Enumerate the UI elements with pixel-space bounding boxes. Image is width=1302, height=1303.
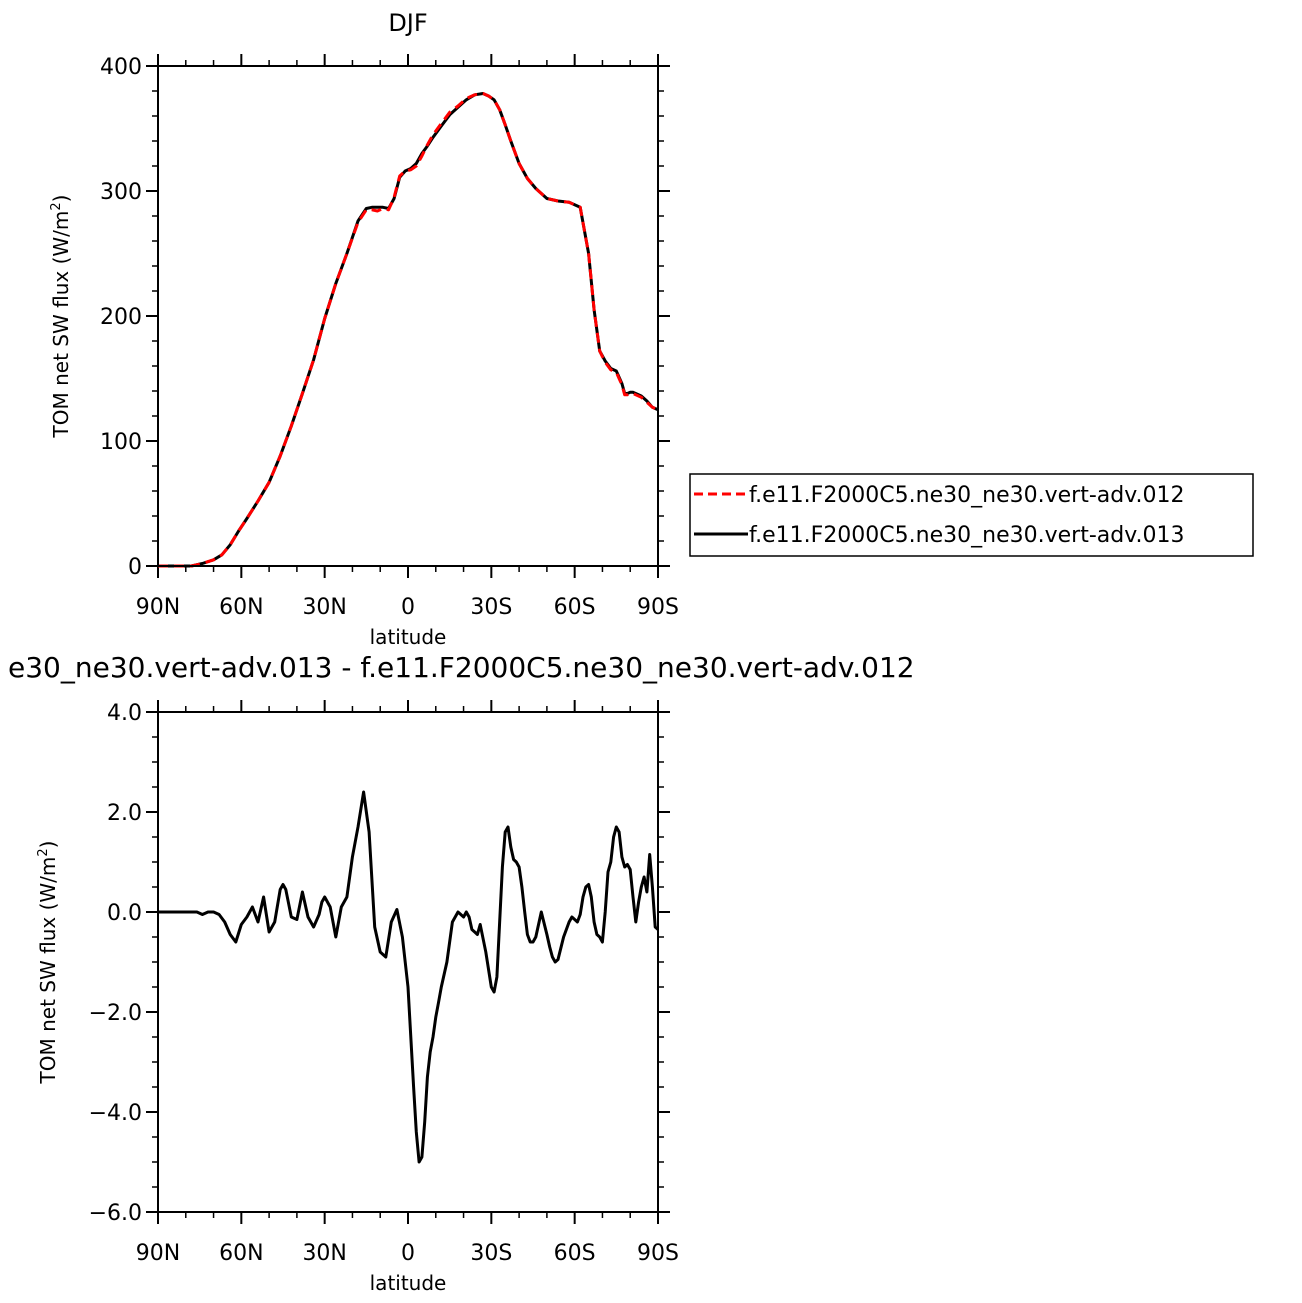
- bottom-y-tick-label: 4.0: [107, 701, 142, 726]
- top-x-tick-label: 90N: [136, 595, 180, 620]
- top-y-axis-label-tail: ): [49, 195, 73, 203]
- bottom-y-tick-label: −6.0: [89, 1201, 142, 1226]
- bottom-y-axis-label: TOM net SW flux (W/m2): [36, 841, 60, 1085]
- bottom-y-axis-label-tail: ): [36, 841, 60, 849]
- top-x-tick-label: 60N: [219, 595, 263, 620]
- legend-label-series-2: f.e11.F2000C5.ne30_ne30.vert-adv.013: [749, 523, 1185, 548]
- top-x-tick-label: 60S: [554, 595, 596, 620]
- top-title: DJF: [388, 9, 427, 37]
- bottom-x-tick-label: 30S: [470, 1241, 512, 1266]
- top-series-line-1: [158, 92, 659, 568]
- top-y-axis-label-main: TOM net SW flux (W/m: [49, 211, 73, 439]
- top-y-axis-label-sup: 2: [49, 202, 64, 210]
- bottom-y-tick-labels: −6.0 −4.0 −2.0 0.0 2.0 4.0: [89, 701, 142, 1226]
- top-series-group: [158, 92, 659, 568]
- legend-label-series-1: f.e11.F2000C5.ne30_ne30.vert-adv.012: [749, 483, 1185, 508]
- top-y-tick-label: 0: [128, 555, 142, 580]
- top-panel: DJF 90N 60N 30N 0 30S 60S 90S 0 100 200 300 400 la…: [49, 9, 1254, 649]
- top-y-tick-label: 100: [100, 430, 142, 455]
- bottom-y-tick-label: −4.0: [89, 1101, 142, 1126]
- top-y-tick-label: 300: [100, 180, 142, 205]
- bottom-x-axis-label: latitude: [370, 1271, 447, 1295]
- bottom-x-tick-label: 60S: [554, 1241, 596, 1266]
- top-legend: f.e11.F2000C5.ne30_ne30.vert-adv.012 f.e…: [689, 473, 1254, 557]
- top-ticks: [146, 54, 670, 578]
- bottom-y-tick-label: −2.0: [89, 1001, 142, 1026]
- bottom-y-axis-label-main: TOM net SW flux (W/m: [36, 857, 60, 1085]
- bottom-plot-frame: [157, 711, 659, 1213]
- top-x-tick-label: 90S: [637, 595, 679, 620]
- bottom-x-tick-label: 30N: [302, 1241, 346, 1266]
- top-y-tick-labels: 0 100 200 300 400: [100, 55, 142, 580]
- bottom-y-tick-label: 2.0: [107, 801, 142, 826]
- bottom-series-group: [158, 790, 659, 1164]
- bottom-y-axis-label-sup: 2: [36, 848, 51, 856]
- top-x-tick-label: 30N: [302, 595, 346, 620]
- legend-box: [689, 473, 1254, 557]
- top-x-axis-label: latitude: [370, 625, 447, 649]
- bottom-x-tick-label: 90S: [637, 1241, 679, 1266]
- top-y-axis-label: TOM net SW flux (W/m2): [49, 195, 73, 439]
- bottom-x-tick-label: 0: [401, 1241, 415, 1266]
- top-plot-frame: [157, 65, 659, 567]
- bottom-y-tick-label: 0.0: [107, 901, 142, 926]
- top-y-tick-label: 200: [100, 305, 142, 330]
- bottom-title: e30_ne30.vert-adv.013 - f.e11.F2000C5.ne…: [8, 651, 915, 684]
- top-y-tick-label: 400: [100, 55, 142, 80]
- top-x-tick-label: 30S: [470, 595, 512, 620]
- top-series-line-2: [158, 92, 659, 568]
- bottom-x-tick-label: 90N: [136, 1241, 180, 1266]
- bottom-panel: e30_ne30.vert-adv.013 - f.e11.F2000C5.ne…: [8, 651, 915, 1295]
- top-x-tick-label: 0: [401, 595, 415, 620]
- bottom-series-line-1: [158, 790, 659, 1164]
- top-x-tick-labels: 90N 60N 30N 0 30S 60S 90S: [136, 595, 679, 620]
- bottom-x-tick-labels: 90N 60N 30N 0 30S 60S 90S: [136, 1241, 679, 1266]
- bottom-ticks: [146, 700, 670, 1224]
- bottom-x-tick-label: 60N: [219, 1241, 263, 1266]
